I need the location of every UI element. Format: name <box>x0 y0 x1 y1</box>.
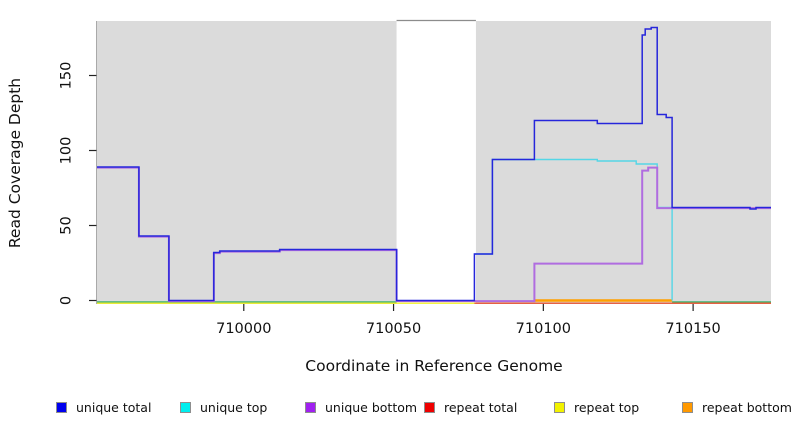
y-axis-title: Read Coverage Depth <box>6 77 24 249</box>
x-tick-label: 710050 <box>366 321 421 337</box>
x-tick-label: 710100 <box>516 321 571 337</box>
legend-swatch-unique-top <box>180 402 191 413</box>
series-unique-total-line <box>97 26 771 302</box>
legend-label: unique top <box>200 400 268 415</box>
x-axis-title: Coordinate in Reference Genome <box>305 357 563 375</box>
legend-label: repeat total <box>444 400 518 415</box>
y-tick-label: 150 <box>59 62 75 90</box>
legend-item-unique-total: unique total <box>56 400 152 415</box>
y-tick-label: 100 <box>59 137 75 165</box>
legend-swatch-unique-bottom <box>305 402 316 413</box>
legend-item-unique-bottom: unique bottom <box>305 400 418 415</box>
x-tick-label: 710150 <box>665 321 720 337</box>
legend-item-repeat-total: repeat total <box>424 400 518 415</box>
y-tick-label: 0 <box>59 296 75 305</box>
legend-label: repeat top <box>574 400 640 415</box>
legend-label: unique total <box>76 400 152 415</box>
legend-swatch-repeat-total <box>424 402 435 413</box>
legend-swatch-repeat-bottom <box>682 402 693 413</box>
legend-swatch-repeat-top <box>554 402 565 413</box>
legend-item-repeat-bottom: repeat bottom <box>682 400 792 415</box>
legend-item-unique-top: unique top <box>180 400 268 415</box>
legend-swatch-unique-total <box>56 402 67 413</box>
legend-item-repeat-top: repeat top <box>554 400 640 415</box>
y-tick-label: 50 <box>59 216 75 234</box>
masked-region <box>396 20 476 304</box>
legend-label: unique bottom <box>325 400 418 415</box>
legend-label: repeat bottom <box>702 400 792 415</box>
x-tick-label: 710000 <box>216 321 271 337</box>
